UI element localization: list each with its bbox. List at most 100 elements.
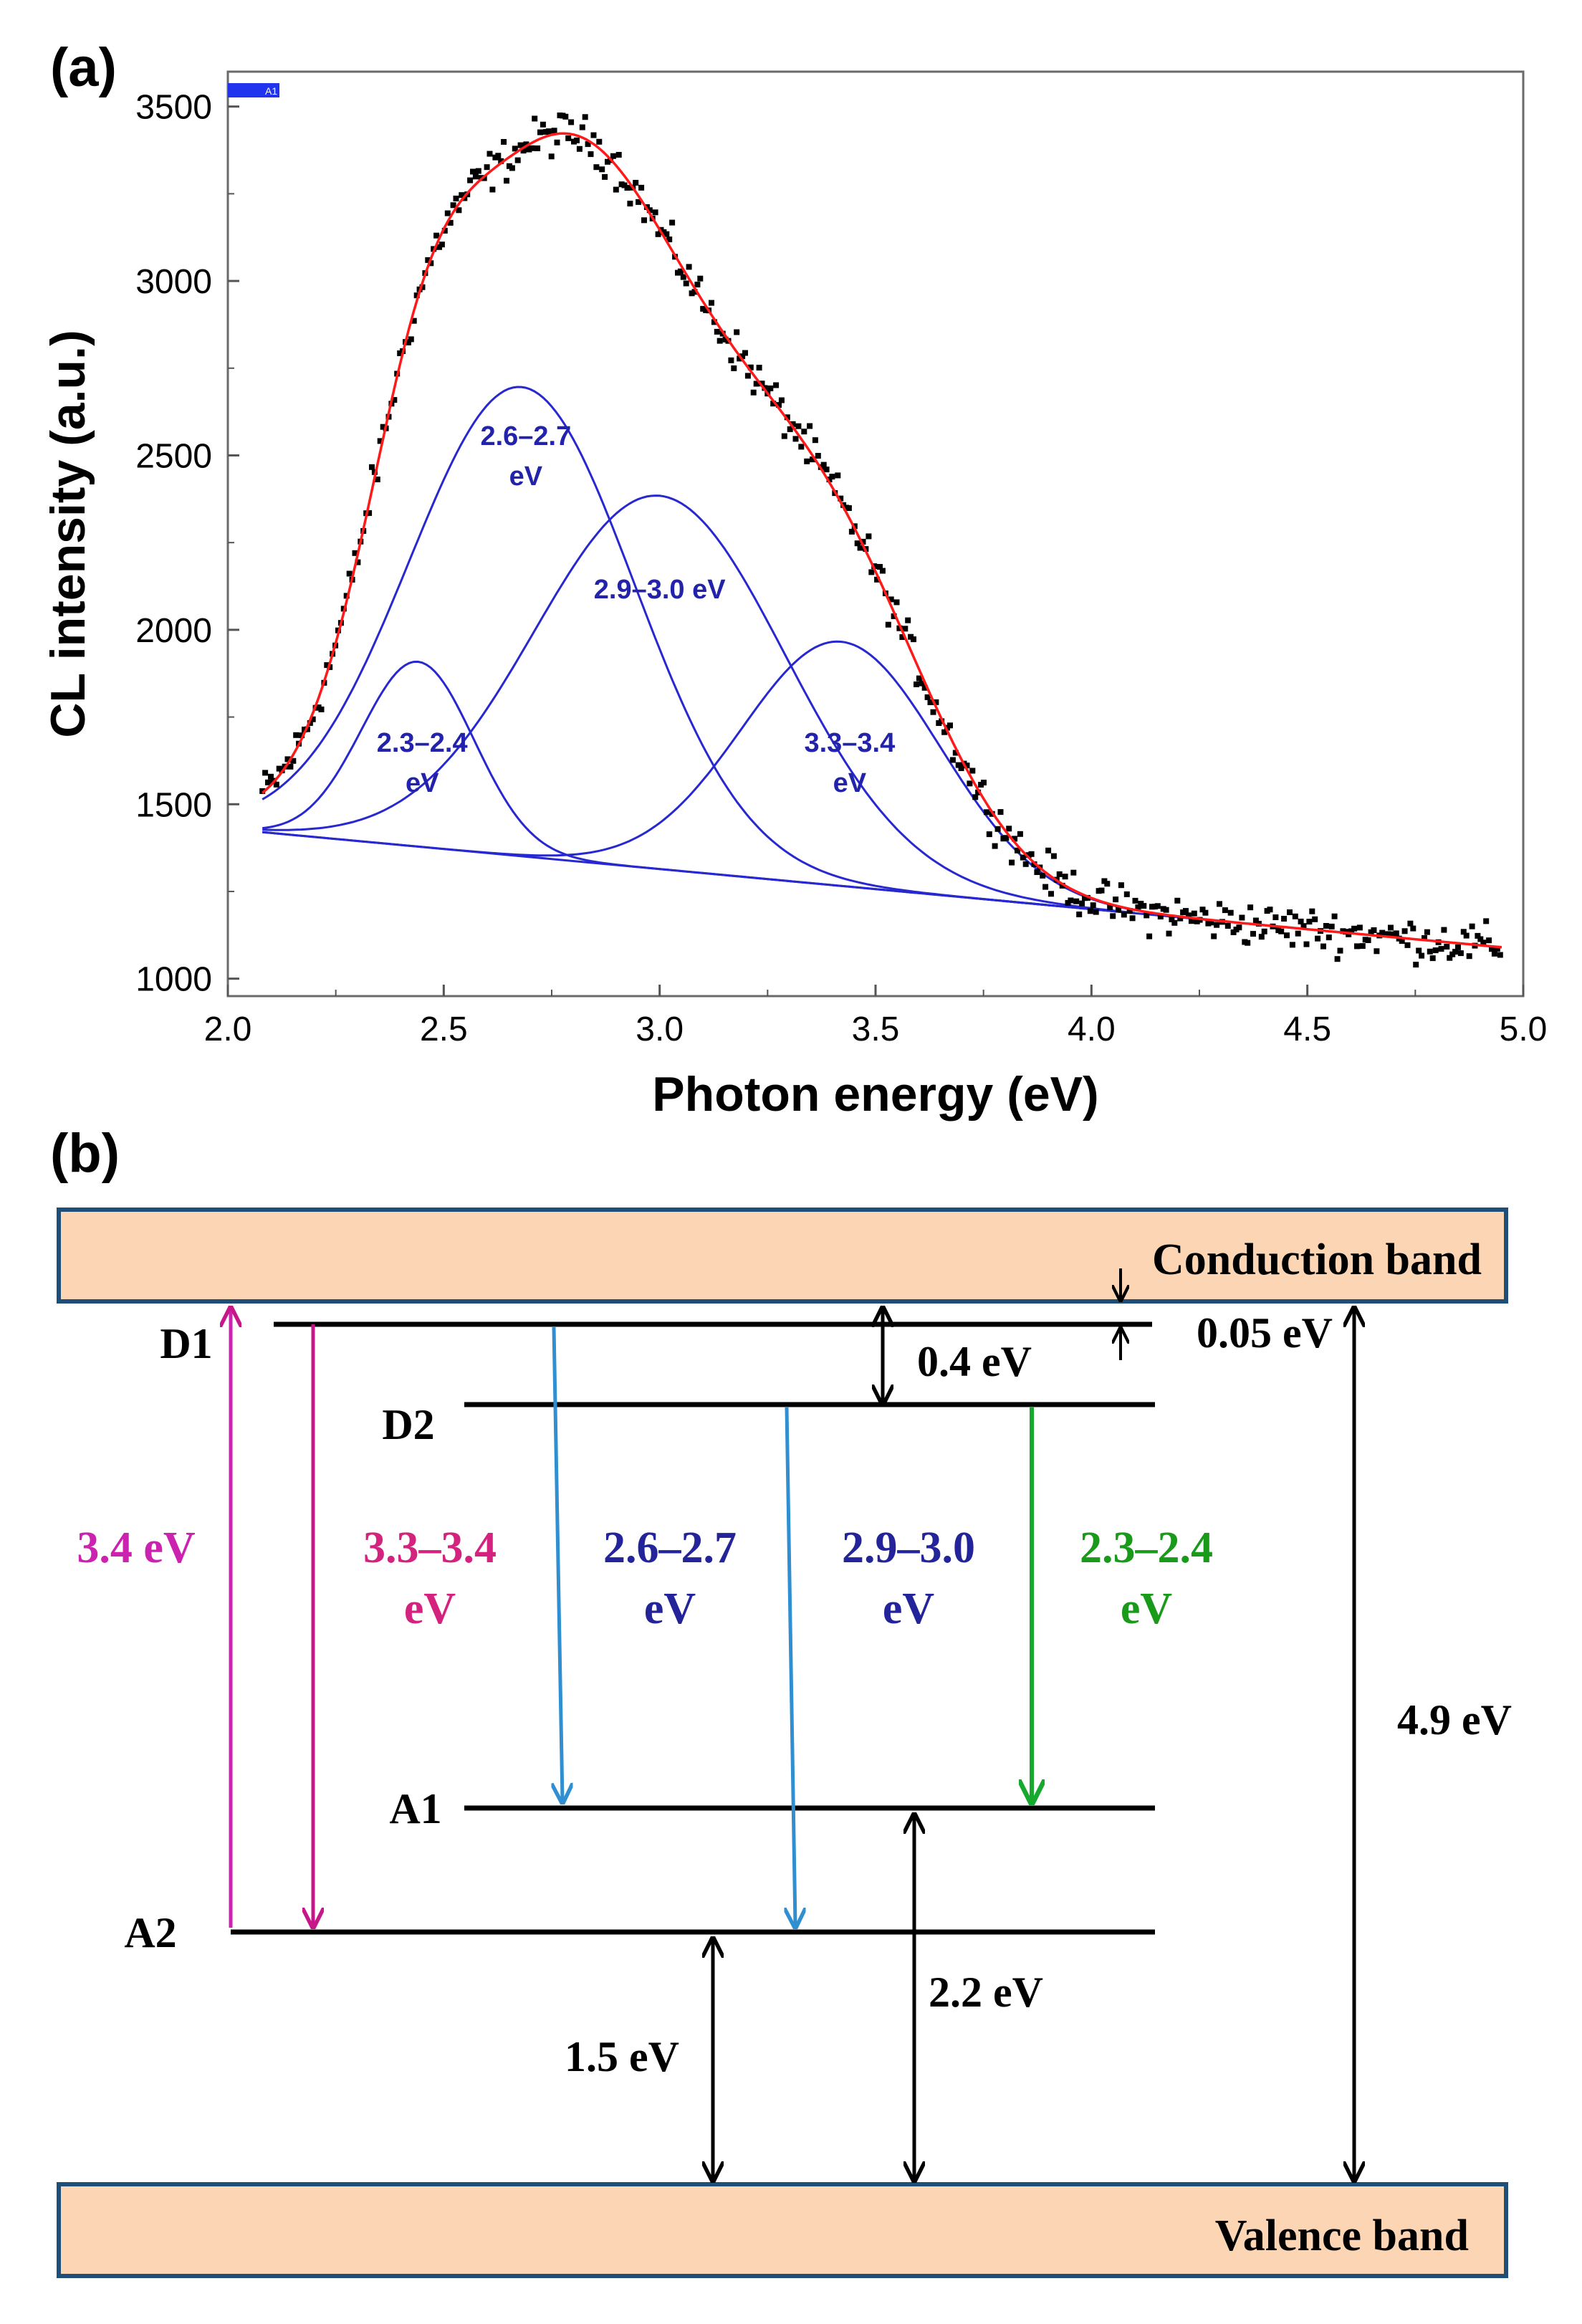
data-point	[1371, 927, 1377, 933]
data-point	[1401, 928, 1408, 934]
data-point	[1169, 916, 1175, 922]
data-point	[1135, 904, 1141, 910]
level-a1-label: A1	[389, 1785, 441, 1832]
data-point	[1489, 946, 1495, 952]
data-point	[767, 385, 774, 391]
data-point	[1211, 933, 1217, 939]
data-point	[602, 173, 608, 180]
data-point	[1452, 949, 1459, 955]
data-point	[1247, 904, 1254, 911]
data-point	[927, 699, 934, 705]
data-point	[952, 750, 959, 756]
data-point	[1116, 907, 1121, 913]
data-point	[1483, 918, 1490, 924]
data-point	[1188, 918, 1194, 924]
data-point	[848, 528, 855, 535]
data-point	[1365, 937, 1371, 943]
data-point	[1429, 955, 1436, 962]
data-point	[1359, 943, 1366, 950]
data-point	[815, 453, 821, 459]
data-point	[273, 781, 279, 788]
data-point	[747, 364, 754, 370]
data-point	[899, 634, 906, 640]
data-point	[854, 540, 860, 547]
data-point	[1323, 923, 1329, 929]
data-point	[596, 138, 603, 145]
data-point	[486, 150, 493, 157]
data-point	[456, 207, 462, 214]
x-tick-label: 2.0	[204, 1010, 252, 1048]
data-point	[1315, 935, 1321, 942]
data-point	[268, 773, 274, 780]
data-point	[444, 210, 451, 216]
data-point	[1118, 882, 1124, 889]
data-point	[1050, 853, 1057, 859]
data-point	[1191, 910, 1197, 917]
data-point	[346, 570, 353, 577]
conduction-band-label: Conduction band	[1152, 1235, 1482, 1284]
data-point	[1374, 948, 1380, 955]
transition-label-1-line1: 3.3–3.4	[363, 1524, 497, 1572]
data-point	[820, 462, 827, 468]
data-point	[924, 694, 931, 700]
data-point	[896, 625, 903, 631]
data-point	[1278, 928, 1285, 934]
data-point	[1475, 932, 1481, 939]
level-d2-label: D2	[382, 1401, 434, 1448]
data-point	[433, 232, 440, 239]
data-point	[1222, 907, 1228, 914]
transition-label-2-line2: eV	[644, 1584, 696, 1633]
data-point	[369, 464, 375, 470]
data-point	[1040, 872, 1046, 879]
data-point	[1070, 869, 1077, 876]
data-point	[1289, 942, 1295, 948]
y-axis-label: CL intensity (a.u.)	[41, 330, 95, 737]
data-point	[413, 292, 420, 299]
data-point	[613, 186, 619, 193]
data-point	[366, 510, 373, 516]
data-point	[1042, 884, 1049, 890]
data-point	[933, 699, 939, 705]
y-tick-label: 1500	[135, 786, 212, 824]
data-point	[574, 137, 580, 143]
data-point	[1034, 869, 1040, 875]
data-point	[428, 260, 434, 267]
data-point	[1441, 927, 1447, 933]
data-point	[438, 242, 445, 248]
x-tick-label: 4.5	[1283, 1010, 1331, 1048]
data-point	[484, 164, 490, 171]
data-point	[1497, 952, 1503, 958]
x-axis: 2.0 2.5 3.0 3.5 4.0 4.5 5.0	[204, 985, 1547, 1048]
data-point	[1068, 897, 1074, 904]
data-point	[709, 300, 714, 306]
data-point	[1245, 939, 1251, 946]
data-point	[1129, 915, 1136, 922]
data-point	[585, 141, 591, 148]
data-point	[489, 186, 496, 193]
data-point	[1090, 902, 1096, 909]
data-point	[714, 328, 720, 335]
data-point	[686, 264, 692, 270]
component-label-2: 2.6–2.7	[480, 421, 571, 451]
data-point	[1444, 944, 1450, 950]
data-point	[801, 429, 807, 435]
data-point	[877, 564, 883, 570]
data-point	[588, 151, 594, 158]
data-point	[568, 119, 575, 125]
data-point	[969, 768, 976, 774]
data-point	[1419, 952, 1425, 959]
data-point	[1407, 920, 1414, 927]
y-tick-label: 3000	[135, 263, 212, 301]
data-point	[916, 675, 922, 682]
data-point	[1334, 956, 1341, 962]
data-point	[419, 284, 426, 290]
data-point	[983, 809, 989, 816]
data-point	[1325, 934, 1332, 941]
y-axis: 1000 1500 2000 2500 3000 3500	[135, 89, 239, 999]
data-point	[318, 706, 325, 712]
data-point	[997, 809, 1004, 816]
data-point	[551, 128, 557, 134]
data-point	[1252, 917, 1259, 924]
panel-b-label: (b)	[50, 1123, 120, 1184]
data-point	[845, 505, 852, 511]
